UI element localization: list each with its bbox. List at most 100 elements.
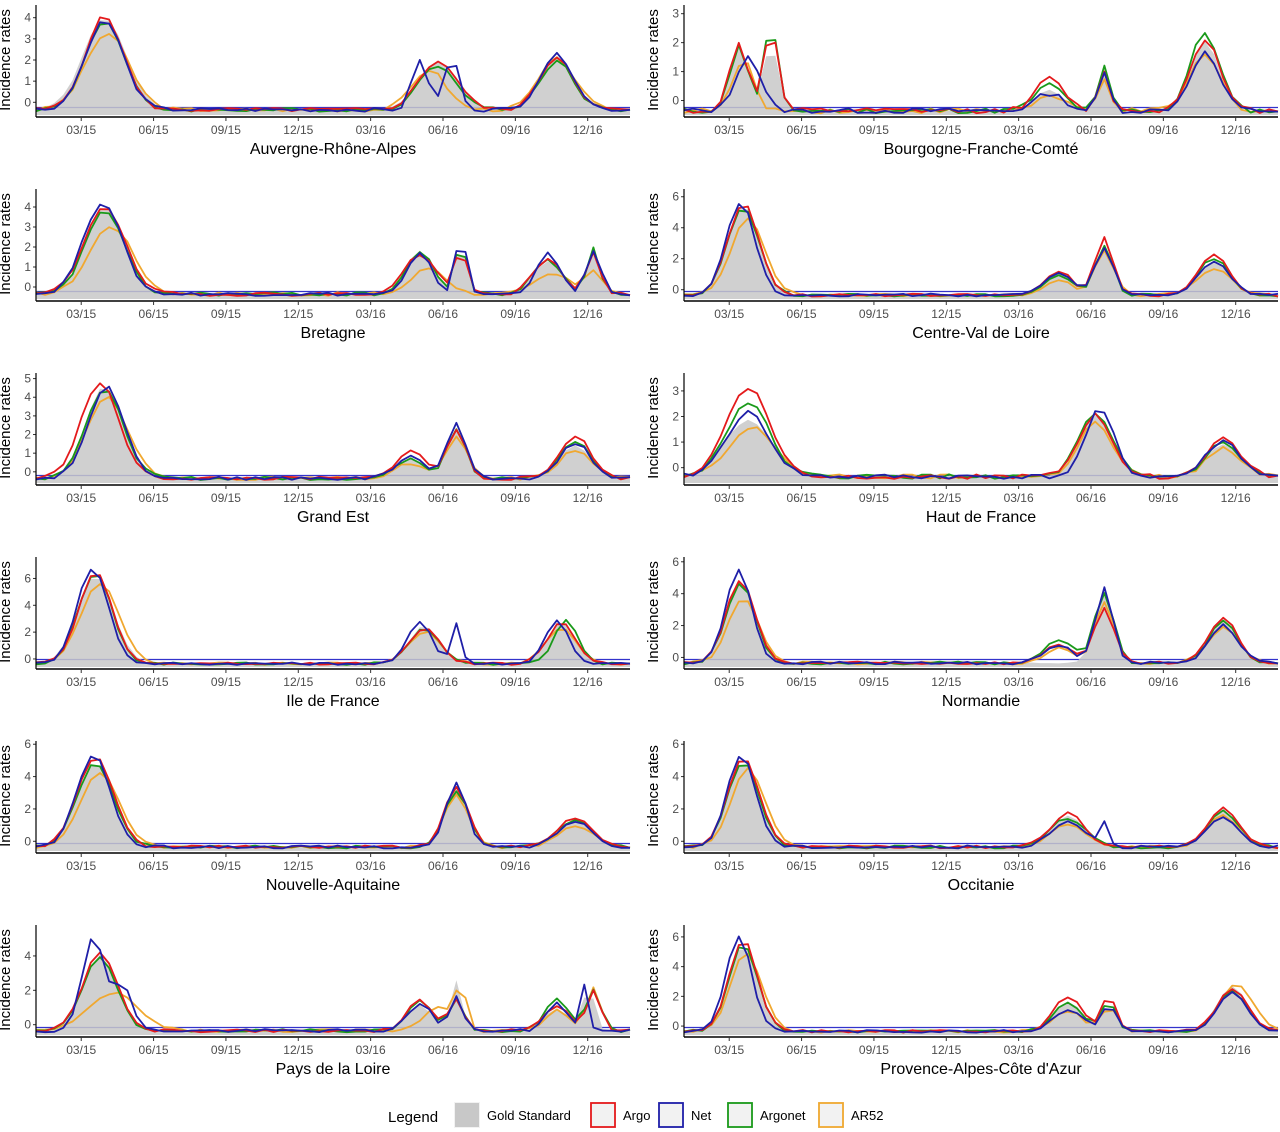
x-tick-label: 12/16: [573, 675, 603, 689]
legend-swatch: [455, 1103, 479, 1127]
y-axis-label: Incidence rates: [0, 745, 14, 847]
series-net-line: [683, 409, 1279, 480]
x-tick-label: 06/16: [428, 1043, 458, 1057]
x-tick-label: 12/15: [931, 1043, 961, 1057]
x-tick-label: 06/15: [787, 1043, 817, 1057]
x-tick-label: 09/15: [859, 859, 889, 873]
y-tick-label: 2: [672, 252, 679, 266]
x-tick-label: 12/16: [1221, 123, 1251, 137]
panel-title: Bourgogne-Franche-Comté: [884, 141, 1079, 158]
legend-item-argo: Argo: [590, 1102, 650, 1128]
x-tick-label: 09/16: [1148, 123, 1178, 137]
y-axis-label: Incidence rates: [0, 929, 14, 1031]
x-tick-label: 03/15: [66, 859, 96, 873]
x-tick-label: 06/16: [1076, 491, 1106, 505]
y-tick-label: 2: [672, 409, 679, 423]
panel-title: Bretagne: [301, 325, 366, 342]
x-tick-label: 06/15: [787, 859, 817, 873]
legend: Legend Gold Standard Argo Net Argonet AR52: [388, 1102, 884, 1128]
y-tick-label: 4: [672, 221, 679, 235]
x-tick-label: 12/15: [931, 675, 961, 689]
y-tick-label: 6: [672, 737, 679, 751]
y-tick-label: 4: [24, 200, 31, 214]
panel-normandie: Incidence rates 0 2 4 6 03/15 06/15 09/15 12/15 0…: [645, 555, 1279, 710]
series-net-line: [35, 938, 631, 1034]
y-tick-label: 0: [672, 834, 679, 848]
x-tick-label: 03/15: [66, 123, 96, 137]
y-tick-label: 1: [672, 65, 679, 79]
legend-swatch: [590, 1102, 616, 1128]
panel-nouvelle-aquitaine: Incidence rates 0 2 4 6 03/15 06/15 09/15 12/15 0…: [0, 737, 631, 894]
x-tick-label: 12/16: [1221, 859, 1251, 873]
x-tick-label: 12/16: [573, 123, 603, 137]
x-tick-label: 06/15: [139, 307, 169, 321]
x-tick-label: 12/16: [1221, 1043, 1251, 1057]
legend-key: [727, 1102, 753, 1128]
x-tick-label: 09/15: [211, 491, 241, 505]
x-tick-label: 06/16: [428, 491, 458, 505]
y-axis-label: Incidence rates: [645, 745, 662, 847]
y-tick-label: 2: [24, 983, 31, 997]
series-gold-standard-area: [684, 41, 1278, 116]
y-tick-label: 3: [24, 409, 31, 423]
y-tick-label: 0: [672, 461, 679, 475]
y-tick-label: 2: [672, 802, 679, 816]
x-tick-label: 09/15: [211, 307, 241, 321]
x-tick-label: 12/16: [573, 1043, 603, 1057]
y-tick-label: 4: [24, 598, 31, 612]
y-tick-label: 0: [24, 834, 31, 848]
panel-pays-de-la-loire: Incidence rates 0 2 4 03/15 06/15 09/15 12/15 03…: [0, 925, 631, 1078]
x-tick-label: 12/15: [931, 859, 961, 873]
legend-key: [818, 1102, 844, 1128]
y-tick-label: 4: [672, 960, 679, 974]
series-gold-standard-area: [684, 415, 1278, 483]
x-tick-label: 12/15: [283, 123, 313, 137]
x-tick-label: 12/16: [1221, 675, 1251, 689]
panel-title: Ile de France: [286, 693, 379, 710]
y-tick-label: 0: [672, 283, 679, 297]
legend-key: [658, 1102, 684, 1128]
y-tick-label: 1: [24, 446, 31, 460]
y-tick-label: 6: [672, 930, 679, 944]
y-tick-label: 2: [24, 625, 31, 639]
panel-ile-de-france: Incidence rates 0 2 4 6 03/15 06/15 09/15 12/15 0…: [0, 557, 631, 710]
series-argo-line: [35, 16, 631, 112]
y-tick-label: 0: [672, 650, 679, 664]
x-tick-label: 12/16: [573, 859, 603, 873]
legend-swatch: [727, 1102, 753, 1128]
x-tick-label: 03/16: [356, 123, 386, 137]
panel-centre-val-de-loire: Incidence rates 0 2 4 6 03/15 06/15 09/15 12/15 0…: [645, 189, 1279, 342]
legend-label: Net: [691, 1108, 712, 1123]
x-tick-label: 12/15: [283, 675, 313, 689]
x-tick-label: 09/15: [211, 1043, 241, 1057]
x-tick-label: 09/16: [500, 123, 530, 137]
x-tick-label: 06/16: [1076, 307, 1106, 321]
y-tick-label: 4: [672, 770, 679, 784]
x-tick-label: 12/15: [931, 491, 961, 505]
x-tick-label: 12/16: [1221, 307, 1251, 321]
y-tick-label: 0: [672, 1019, 679, 1033]
y-tick-label: 3: [672, 384, 679, 398]
y-axis-label: Incidence rates: [645, 193, 662, 295]
x-tick-label: 03/16: [1004, 675, 1034, 689]
x-tick-label: 12/15: [283, 491, 313, 505]
x-tick-label: 06/15: [787, 307, 817, 321]
x-tick-label: 09/15: [211, 859, 241, 873]
x-tick-label: 09/16: [1148, 675, 1178, 689]
x-tick-label: 12/15: [283, 1043, 313, 1057]
panel-bourgogne-franche-comt-: Incidence rates 0 1 2 3 03/15 06/15 09/15 12/15 0…: [645, 5, 1279, 158]
series-net-line: [683, 756, 1279, 850]
x-tick-label: 03/16: [356, 307, 386, 321]
x-tick-label: 03/15: [714, 491, 744, 505]
x-tick-label: 06/15: [787, 675, 817, 689]
panel-title: Occitanie: [948, 877, 1015, 894]
series-gold-standard-area: [36, 765, 630, 851]
x-tick-label: 09/15: [859, 675, 889, 689]
y-tick-label: 1: [672, 435, 679, 449]
x-tick-label: 09/16: [1148, 1043, 1178, 1057]
panel-auvergne-rh-ne-alpes: Incidence rates 0 1 2 3 4 03/15 06/15 09/15 12/15…: [0, 5, 631, 158]
x-tick-label: 09/16: [500, 491, 530, 505]
series-net-line: [35, 385, 631, 481]
x-tick-label: 12/15: [283, 307, 313, 321]
